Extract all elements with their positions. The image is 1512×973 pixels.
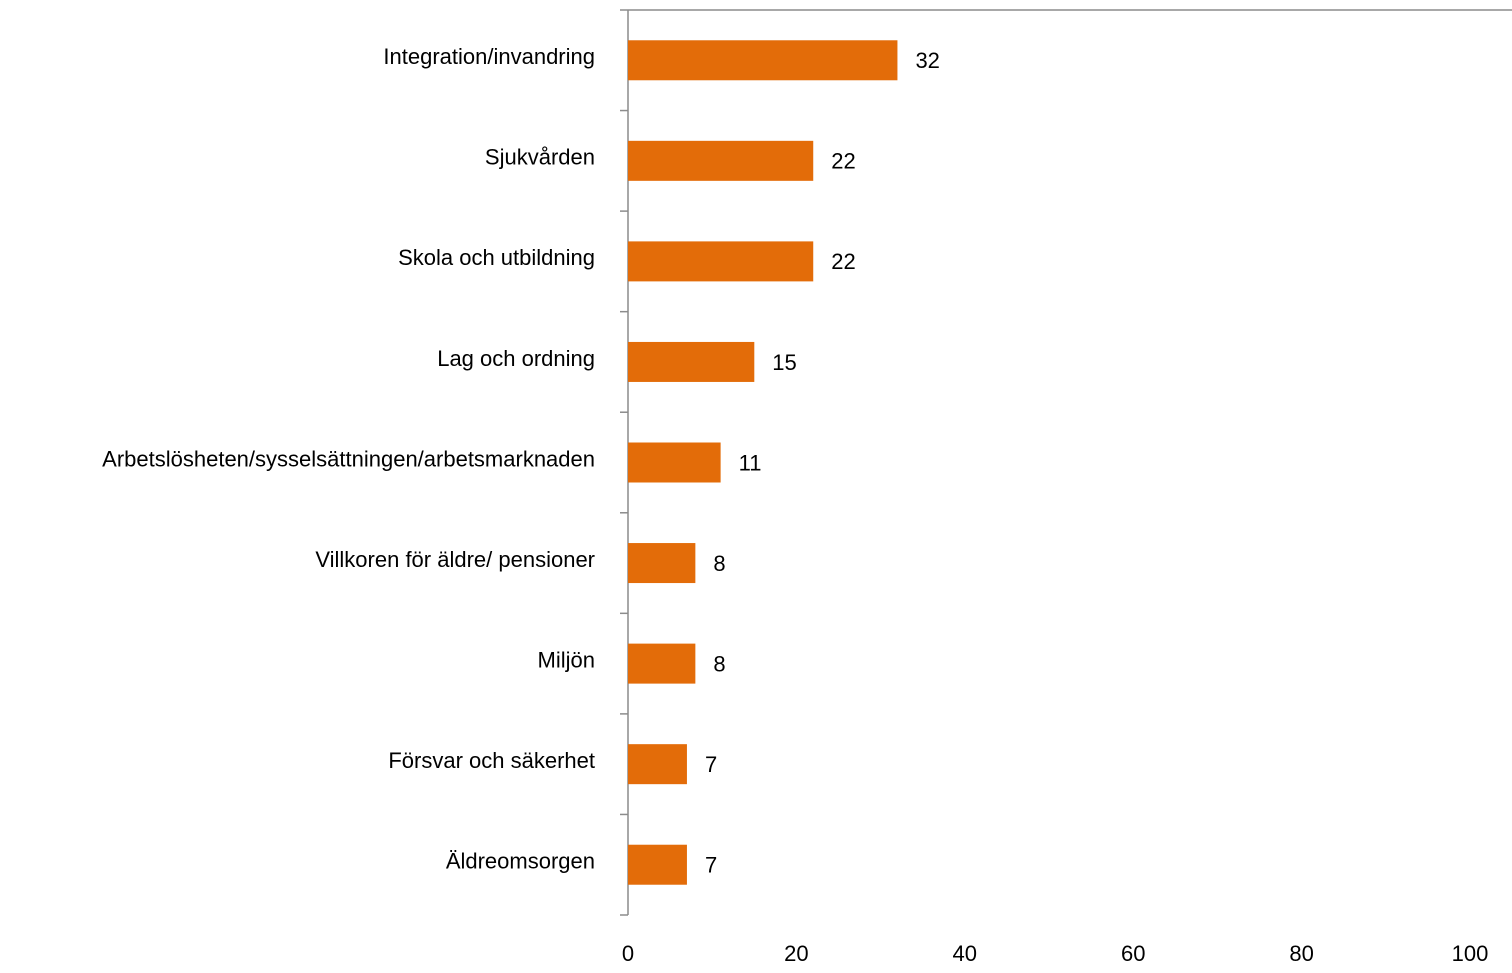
data-label: 11 (739, 450, 762, 475)
x-tick-label: 40 (953, 941, 977, 966)
bar (628, 844, 687, 885)
y-tick-label: Lag och ordning (437, 346, 595, 371)
bar (628, 40, 898, 81)
y-tick-label: Integration/invandring (383, 44, 595, 69)
bar (628, 140, 814, 181)
data-label: 32 (915, 48, 939, 73)
y-tick-label: Arbetslösheten/sysselsättningen/arbetsma… (102, 446, 595, 471)
y-tick-label: Sjukvården (485, 145, 595, 170)
x-tick-label: 80 (1289, 941, 1313, 966)
bar (628, 442, 721, 483)
y-tick-label: Villkoren för äldre/ pensioner (315, 547, 595, 572)
y-tick-label: Försvar och säkerhet (388, 748, 595, 773)
data-label: 22 (831, 149, 855, 174)
data-label: 8 (713, 551, 725, 576)
y-tick-label: Miljön (538, 647, 595, 672)
bar (628, 643, 696, 684)
y-tick-label: Äldreomsorgen (446, 849, 595, 874)
y-tick-label: Skola och utbildning (398, 245, 595, 270)
data-label: 22 (831, 249, 855, 274)
data-label: 8 (713, 651, 725, 676)
data-label: 15 (772, 350, 796, 375)
x-tick-label: 20 (784, 941, 808, 966)
x-tick-label: 0 (622, 941, 634, 966)
bar (628, 241, 814, 282)
data-label: 7 (705, 752, 717, 777)
bar (628, 744, 687, 785)
data-label: 7 (705, 853, 717, 878)
x-tick-label: 100 (1452, 941, 1489, 966)
bar (628, 543, 696, 584)
bar (628, 341, 755, 382)
x-tick-label: 60 (1121, 941, 1145, 966)
